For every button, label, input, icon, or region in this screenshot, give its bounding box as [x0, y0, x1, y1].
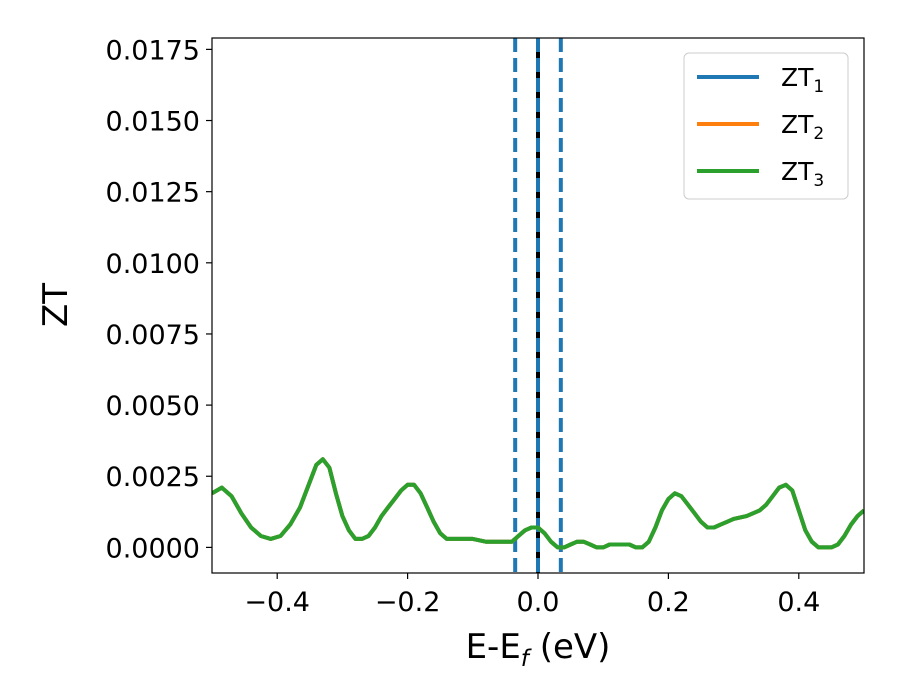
x-tick-label: 0.4 [777, 587, 820, 618]
legend-label-zt1-main: ZT [781, 63, 814, 92]
legend-label-zt3: ZT3 [781, 157, 824, 191]
y-tick-label: 0.0100 [106, 249, 200, 280]
x-axis-title: E-Ef (eV) [466, 627, 611, 672]
x-tick-label: 0.2 [647, 587, 690, 618]
y-axis-title: ZT [36, 283, 76, 327]
y-tick-label: 0.0175 [106, 35, 200, 66]
x-tick-label: 0.0 [517, 587, 560, 618]
legend-label-zt3-main: ZT [781, 157, 814, 186]
y-tick-label: 0.0050 [106, 391, 200, 422]
x-axis-title-subscript: f [521, 646, 532, 672]
y-tick-label: 0.0075 [106, 320, 200, 351]
x-tick-label: −0.2 [375, 587, 441, 618]
x-axis-title-main: E-E [466, 627, 521, 667]
legend-label-zt1-sub: 1 [813, 77, 824, 97]
series-line-zt3 [212, 457, 864, 550]
legend-label-zt1: ZT1 [781, 63, 824, 97]
legend-label-zt3-sub: 3 [813, 171, 824, 191]
legend-label-zt2-sub: 2 [813, 124, 824, 144]
x-tick-label: −0.4 [244, 587, 310, 618]
y-tick-label: 0.0000 [106, 533, 200, 564]
y-tick-label: 0.0025 [106, 462, 200, 493]
legend: ZT1 ZT2 ZT3 [683, 52, 849, 200]
x-axis-title-unit: (eV) [529, 627, 611, 667]
legend-label-zt2: ZT2 [781, 110, 824, 144]
legend-label-zt2-main: ZT [781, 110, 814, 139]
y-tick-label: 0.0150 [106, 107, 200, 138]
y-tick-label: 0.0125 [106, 178, 200, 209]
legend-frame [683, 52, 849, 200]
